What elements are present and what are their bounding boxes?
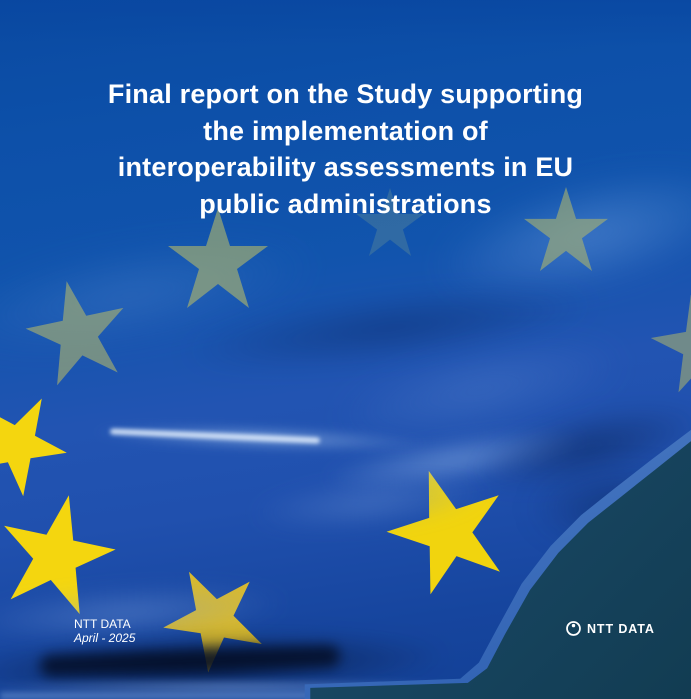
flag-top-shade [0, 0, 691, 46]
eu-star-faded-4 [645, 287, 691, 396]
publication-date: April - 2025 [74, 631, 136, 645]
report-title-line-2: the implementation of [203, 115, 488, 146]
ntt-data-logo-text: NTT DATA [587, 621, 655, 636]
publisher-name: NTT DATA [74, 617, 131, 631]
ntt-data-logo-mark-icon [565, 620, 582, 637]
report-title-line-1: Final report on the Study supporting [107, 79, 584, 109]
report-title-line-3: interoperability assessments in EU [117, 152, 574, 182]
ntt-data-logo: NTT DATA [565, 620, 655, 637]
report-title-line-4: public administrations [199, 188, 492, 219]
report-title: Final report on the Study supporting the… [40, 76, 651, 222]
fabric-bottom-highlight-2 [0, 692, 460, 699]
footer-publisher-block: NTT DATA April - 2025 [74, 617, 135, 645]
eu-star-yellow-left [0, 376, 84, 504]
